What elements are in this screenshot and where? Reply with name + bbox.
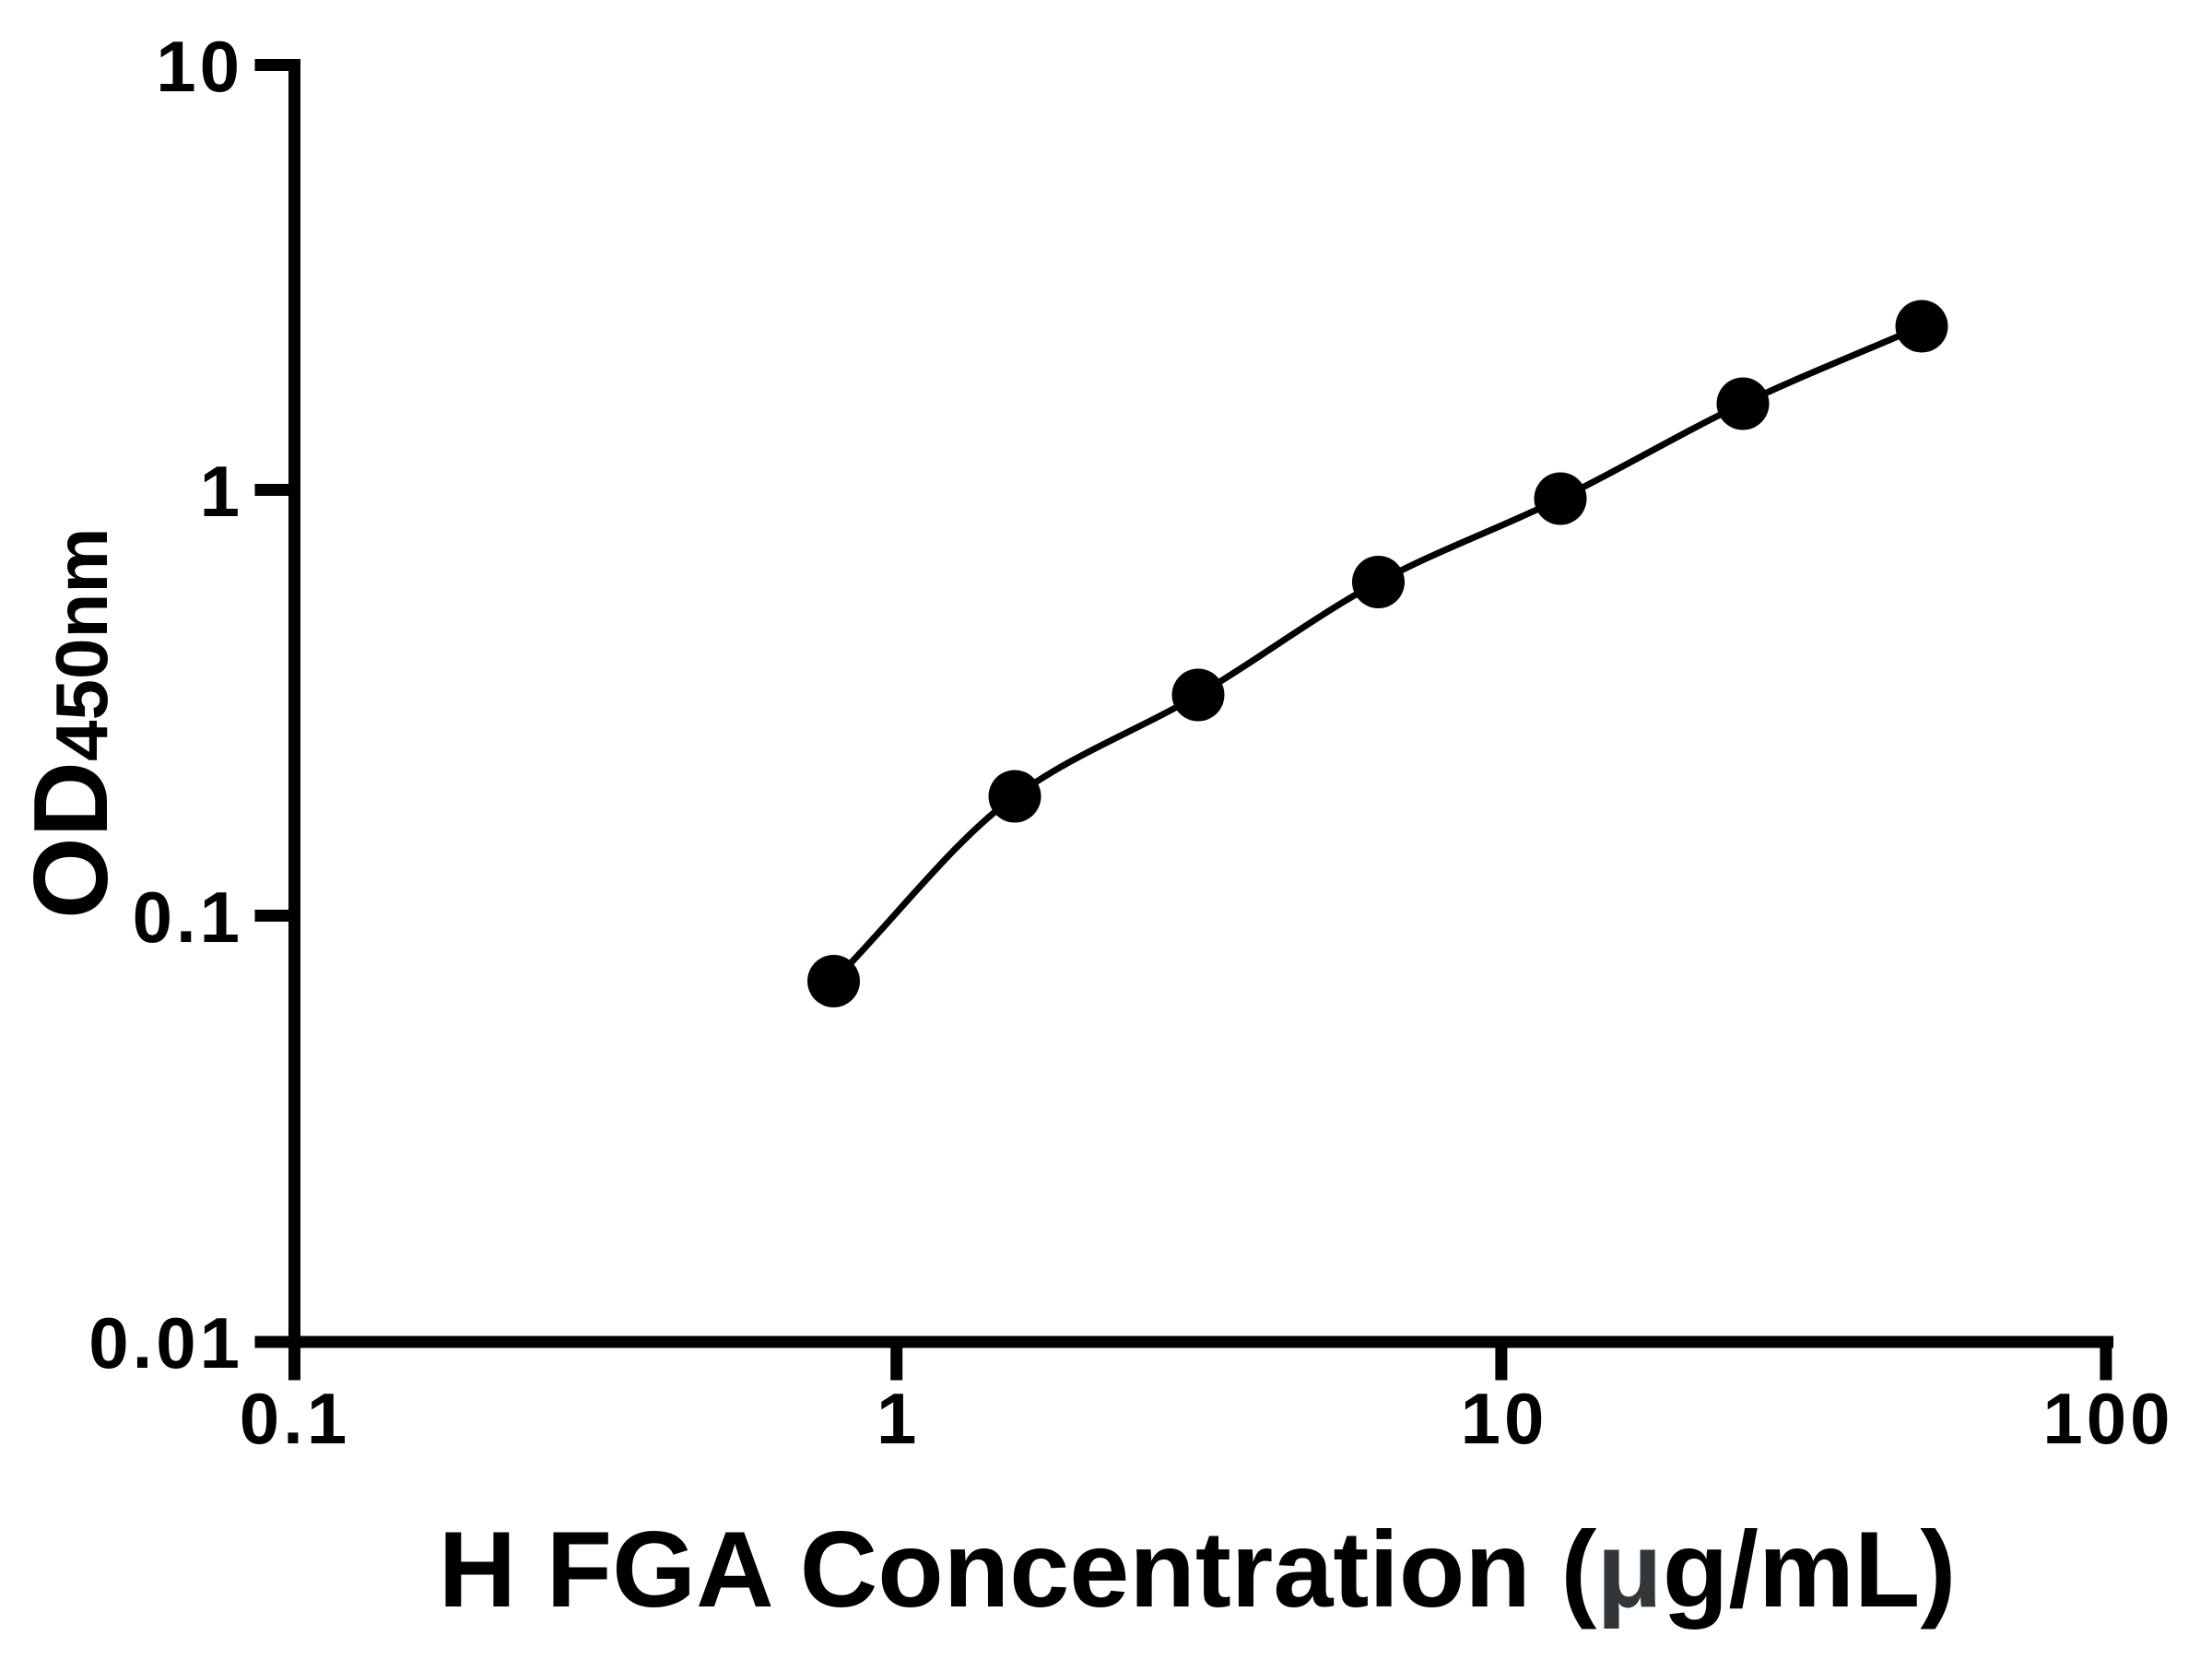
svg-text:0.1: 0.1 <box>240 1378 350 1459</box>
svg-text:100: 100 <box>2042 1378 2173 1459</box>
svg-text:H FGA Concentration (μg/mL): H FGA Concentration (μg/mL) <box>439 1509 1957 1630</box>
svg-text:1: 1 <box>877 1378 916 1459</box>
svg-text:10: 10 <box>156 26 243 107</box>
svg-text:10: 10 <box>1461 1378 1548 1459</box>
svg-text:0.1: 0.1 <box>133 877 243 958</box>
svg-text:0.01: 0.01 <box>88 1302 243 1383</box>
svg-text:1: 1 <box>200 451 240 532</box>
